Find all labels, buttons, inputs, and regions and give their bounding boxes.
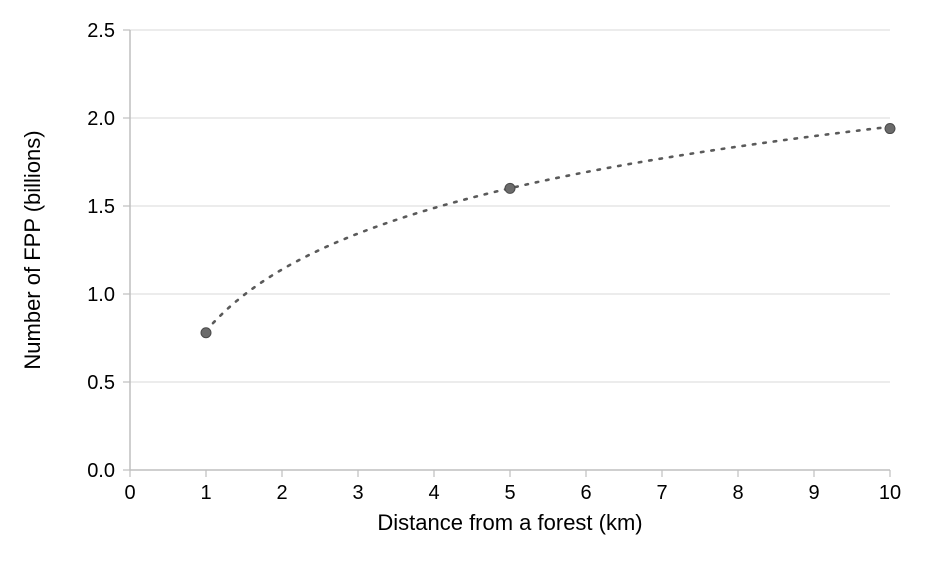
data-point — [885, 124, 895, 134]
y-tick-label: 1.5 — [87, 196, 115, 218]
x-tick-label: 9 — [808, 482, 819, 504]
x-tick-label: 10 — [879, 482, 901, 504]
fpp-chart: 0 1 2 3 4 5 6 7 8 9 10 0.0 0.5 1.0 1.5 2.0 2.5 Distance f… — [0, 0, 928, 574]
data-point — [201, 328, 211, 338]
x-tick-label: 6 — [580, 482, 591, 504]
data-point — [505, 183, 515, 193]
x-tick-label: 3 — [352, 482, 363, 504]
x-tick-label: 2 — [276, 482, 287, 504]
y-tick-label: 1.0 — [87, 284, 115, 306]
x-axis-label: Distance from a forest (km) — [377, 510, 642, 535]
x-tick-label: 8 — [732, 482, 743, 504]
x-tick-label: 0 — [124, 482, 135, 504]
y-tick-label: 0.5 — [87, 372, 115, 394]
y-axis-label: Number of FPP (billions) — [20, 130, 45, 369]
y-tick-label: 0.0 — [87, 460, 115, 482]
y-tick-label: 2.5 — [87, 20, 115, 42]
x-tick-label: 1 — [200, 482, 211, 504]
x-tick-label: 5 — [504, 482, 515, 504]
chart-svg: 0 1 2 3 4 5 6 7 8 9 10 0.0 0.5 1.0 1.5 2.0 2.5 Distance f… — [0, 0, 928, 574]
x-tick-label: 4 — [428, 482, 439, 504]
chart-bg — [0, 0, 928, 574]
x-tick-label: 7 — [656, 482, 667, 504]
y-tick-label: 2.0 — [87, 108, 115, 130]
